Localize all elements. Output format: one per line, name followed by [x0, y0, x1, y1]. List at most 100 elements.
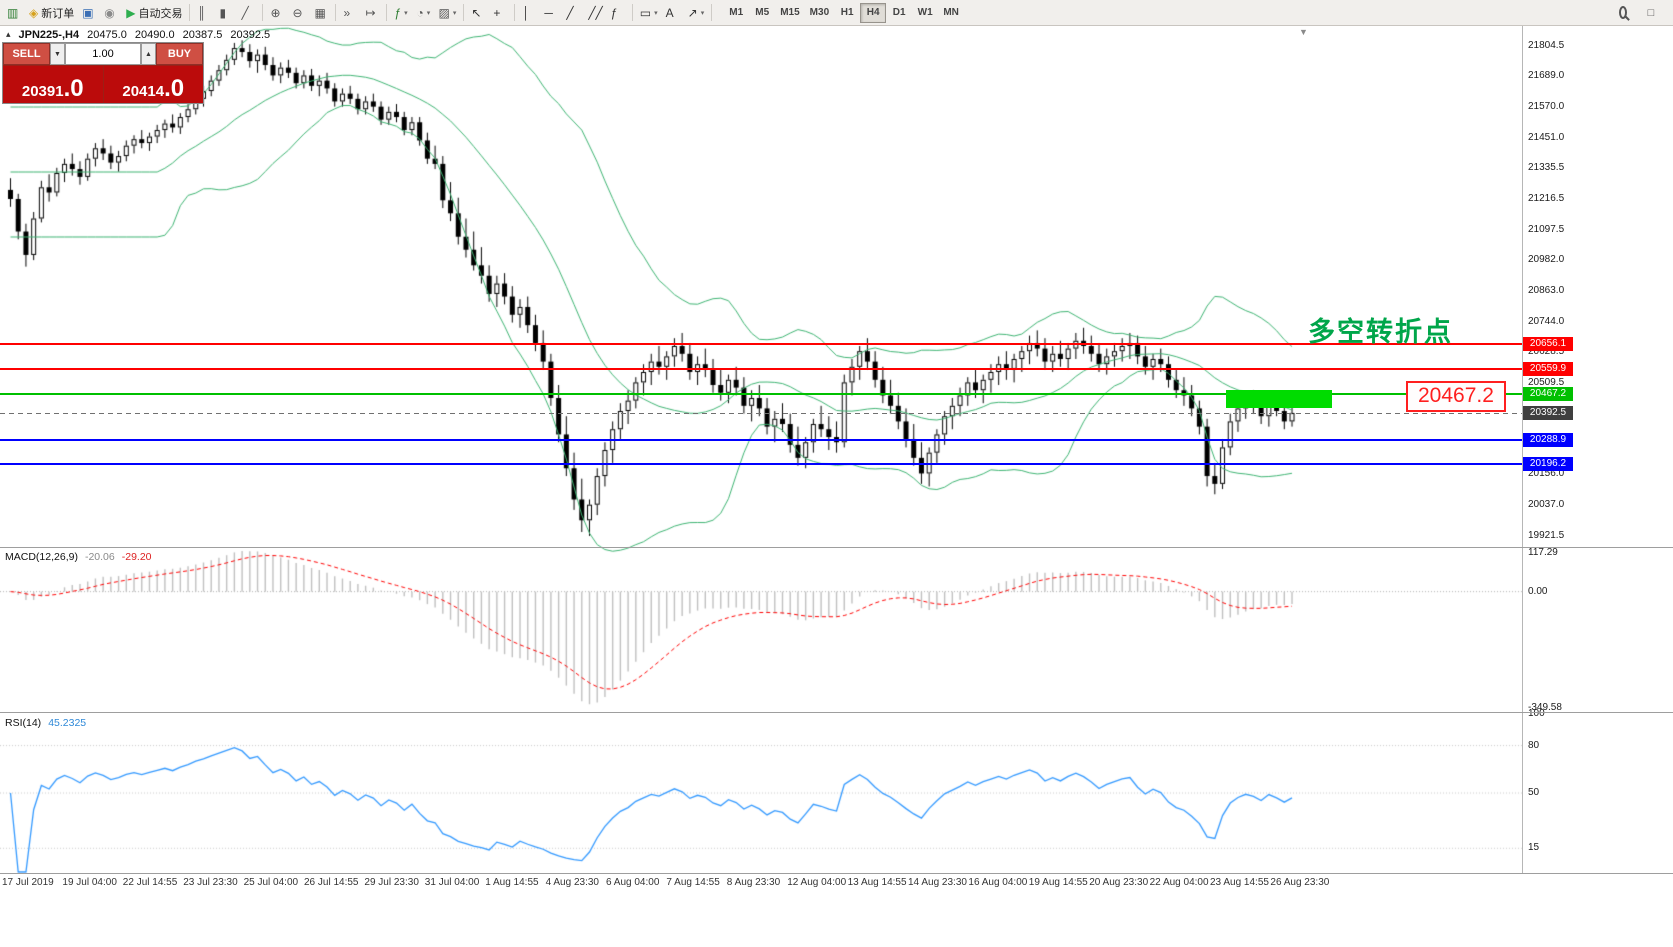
channel-icon: ╱╱ — [588, 5, 603, 20]
timeframe-m15-button[interactable]: M15 — [775, 3, 804, 23]
panel-separator[interactable] — [0, 712, 1673, 713]
indicators-button[interactable]: ƒ ▾ — [390, 2, 412, 23]
templates-icon: ▨ — [438, 5, 450, 20]
autotrading-button[interactable]: ▶ 自动交易 — [122, 2, 186, 23]
symbol-period-label: JPN225-,H4 — [18, 29, 80, 41]
market-watch-icon: ◉ — [104, 5, 115, 20]
timeframe-w1-button[interactable]: W1 — [912, 3, 938, 23]
profiles-icon: ▣ — [82, 5, 94, 20]
macd-value-main: -20.06 — [84, 551, 115, 563]
profiles-button[interactable]: ▣ — [78, 2, 100, 23]
chart-mini-icon: ▴ — [6, 29, 11, 39]
line-chart-type-icon: ╱ — [241, 5, 249, 20]
macd-name: MACD(12,26,9) — [5, 551, 78, 563]
panel-separator[interactable] — [0, 547, 1673, 548]
horizontal-line-icon: ─ — [544, 5, 553, 20]
crosshair-button[interactable]: + — [489, 2, 511, 23]
rsi-name: RSI(14) — [5, 717, 42, 729]
vertical-line-icon: │ — [522, 5, 530, 20]
new-window-button[interactable]: □ — [1640, 2, 1662, 23]
one-click-trade-panel: SELL ▼ ▲ BUY 20391.0 20414.0 — [2, 42, 204, 104]
volume-input[interactable] — [65, 43, 141, 65]
fibonacci-button[interactable]: ƒ — [607, 2, 629, 23]
vertical-line-button[interactable]: │ — [518, 2, 540, 23]
search-icon — [1619, 6, 1627, 19]
toolbar-separator — [463, 4, 465, 21]
macd-indicator-label: MACD(12,26,9) -20.06 -29.20 — [5, 551, 152, 563]
zoom-out-button[interactable]: ⊖ — [288, 2, 310, 23]
high-value: 20490.0 — [134, 29, 175, 41]
toolbar-separator — [386, 4, 388, 21]
new-order-button[interactable]: ◈ 新订单 — [25, 2, 78, 23]
text-label-icon: A — [665, 5, 674, 20]
buy-button[interactable]: BUY — [156, 43, 203, 65]
timeframe-m5-button[interactable]: M5 — [749, 3, 775, 23]
dropdown-caret-icon: ▾ — [426, 9, 431, 17]
timeframe-h4-button[interactable]: H4 — [860, 2, 887, 23]
timeframe-d1-button[interactable]: D1 — [886, 3, 912, 23]
templates-button[interactable]: ▨ ▾ — [434, 2, 460, 23]
horizontal-line-button[interactable]: ─ — [540, 2, 562, 23]
toolbar-left-group: ▥ ◈ 新订单 ▣ ◉ ▶ 自动交易 ║ ▮ ╱ ⊕ ⊖ ▦» ↦ ƒ ▾ ◔ ▾ ▨ ▾ ↖ + │ ─ ╱ ╱╱ ƒ ▭ ▾ A ↗ ▾ — [3, 2, 715, 23]
arrow-tools-button[interactable]: ↗ ▾ — [684, 2, 709, 23]
new-order-button-label: 新订单 — [41, 7, 75, 20]
cursor-icon: ↖ — [471, 5, 482, 20]
trendline-icon: ╱ — [566, 5, 574, 20]
chart-ohlc-info: ▴ JPN225-,H4 20475.0 20490.0 20387.5 203… — [6, 29, 270, 41]
shapes-button[interactable]: ▭ ▾ — [636, 2, 662, 23]
bar-chart-type-button[interactable]: ║ — [193, 2, 215, 23]
tile-windows-button[interactable]: ▦ — [310, 2, 332, 23]
price-scale-divider[interactable] — [1522, 26, 1523, 873]
volume-decrease-button[interactable]: ▼ — [50, 43, 65, 65]
toolbar: ▥ ◈ 新订单 ▣ ◉ ▶ 自动交易 ║ ▮ ╱ ⊕ ⊖ ▦» ↦ ƒ ▾ ◔ ▾ ▨ ▾ ↖ + │ ─ ╱ ╱╱ ƒ ▭ ▾ A ↗ ▾ … — [0, 0, 1673, 26]
periods-button[interactable]: ◔ ▾ — [412, 2, 434, 23]
trendline-button[interactable]: ╱ — [562, 2, 584, 23]
trade-panel-controls: SELL ▼ ▲ BUY — [3, 43, 203, 65]
timeframe-mn-button[interactable]: MN — [938, 3, 964, 23]
periods-icon: ◔ — [416, 5, 424, 20]
search-button[interactable] — [1612, 2, 1634, 23]
crosshair-icon: + — [493, 5, 501, 20]
channel-button[interactable]: ╱╱ — [584, 2, 606, 23]
text-label-button[interactable]: A — [662, 2, 684, 23]
arrow-tools-icon: ↗ — [687, 5, 698, 20]
autotrading-icon: ▶ — [126, 5, 136, 20]
bar-chart-type-icon: ║ — [197, 5, 206, 20]
shapes-icon: ▭ — [639, 5, 652, 20]
toolbar-separator — [189, 4, 191, 21]
indicators-icon: ƒ — [394, 5, 402, 20]
auto-scroll-button[interactable]: » — [339, 2, 361, 23]
cursor-button[interactable]: ↖ — [467, 2, 489, 23]
dropdown-caret-icon: ▾ — [452, 9, 457, 17]
line-chart-type-button[interactable]: ╱ — [237, 2, 259, 23]
timeframe-h1-button[interactable]: H1 — [834, 3, 860, 23]
market-watch-button[interactable]: ◉ — [100, 2, 122, 23]
low-value: 20387.5 — [182, 29, 223, 41]
dropdown-caret-icon: ▾ — [404, 9, 408, 17]
toolbar-separator — [335, 4, 337, 21]
toolbar-separator — [514, 4, 516, 21]
chart-shift-button[interactable]: ↦ — [361, 2, 383, 23]
timeframe-m30-button[interactable]: M30 — [805, 3, 834, 23]
chart-shift-marker: ▼ — [1299, 27, 1308, 37]
new-chart-button[interactable]: ▥ — [3, 2, 25, 23]
sell-button[interactable]: SELL — [3, 43, 50, 65]
macd-value-signal: -29.20 — [121, 551, 152, 563]
rsi-indicator-label: RSI(14) 45.2325 — [5, 717, 86, 729]
price-callout-label[interactable]: 20467.2 — [1406, 381, 1506, 412]
turning-point-annotation[interactable]: 多空转折点 — [1308, 317, 1453, 347]
volume-increase-button[interactable]: ▲ — [141, 43, 156, 65]
sell-price-display[interactable]: 20391.0 — [3, 66, 103, 103]
dropdown-caret-icon: ▾ — [700, 9, 705, 17]
candlestick-type-button[interactable]: ▮ — [215, 2, 237, 23]
toolbar-separator — [262, 4, 264, 21]
trade-panel-prices: 20391.0 20414.0 — [3, 65, 203, 103]
buy-price-display[interactable]: 20414.0 — [103, 66, 203, 103]
open-value: 20475.0 — [87, 29, 127, 41]
toolbar-separator — [631, 4, 633, 21]
chart-shift-icon: ↦ — [365, 5, 376, 20]
new-chart-icon: ▥ — [7, 5, 19, 20]
zoom-in-button[interactable]: ⊕ — [266, 2, 288, 23]
timeframe-m1-button[interactable]: M1 — [723, 3, 749, 23]
